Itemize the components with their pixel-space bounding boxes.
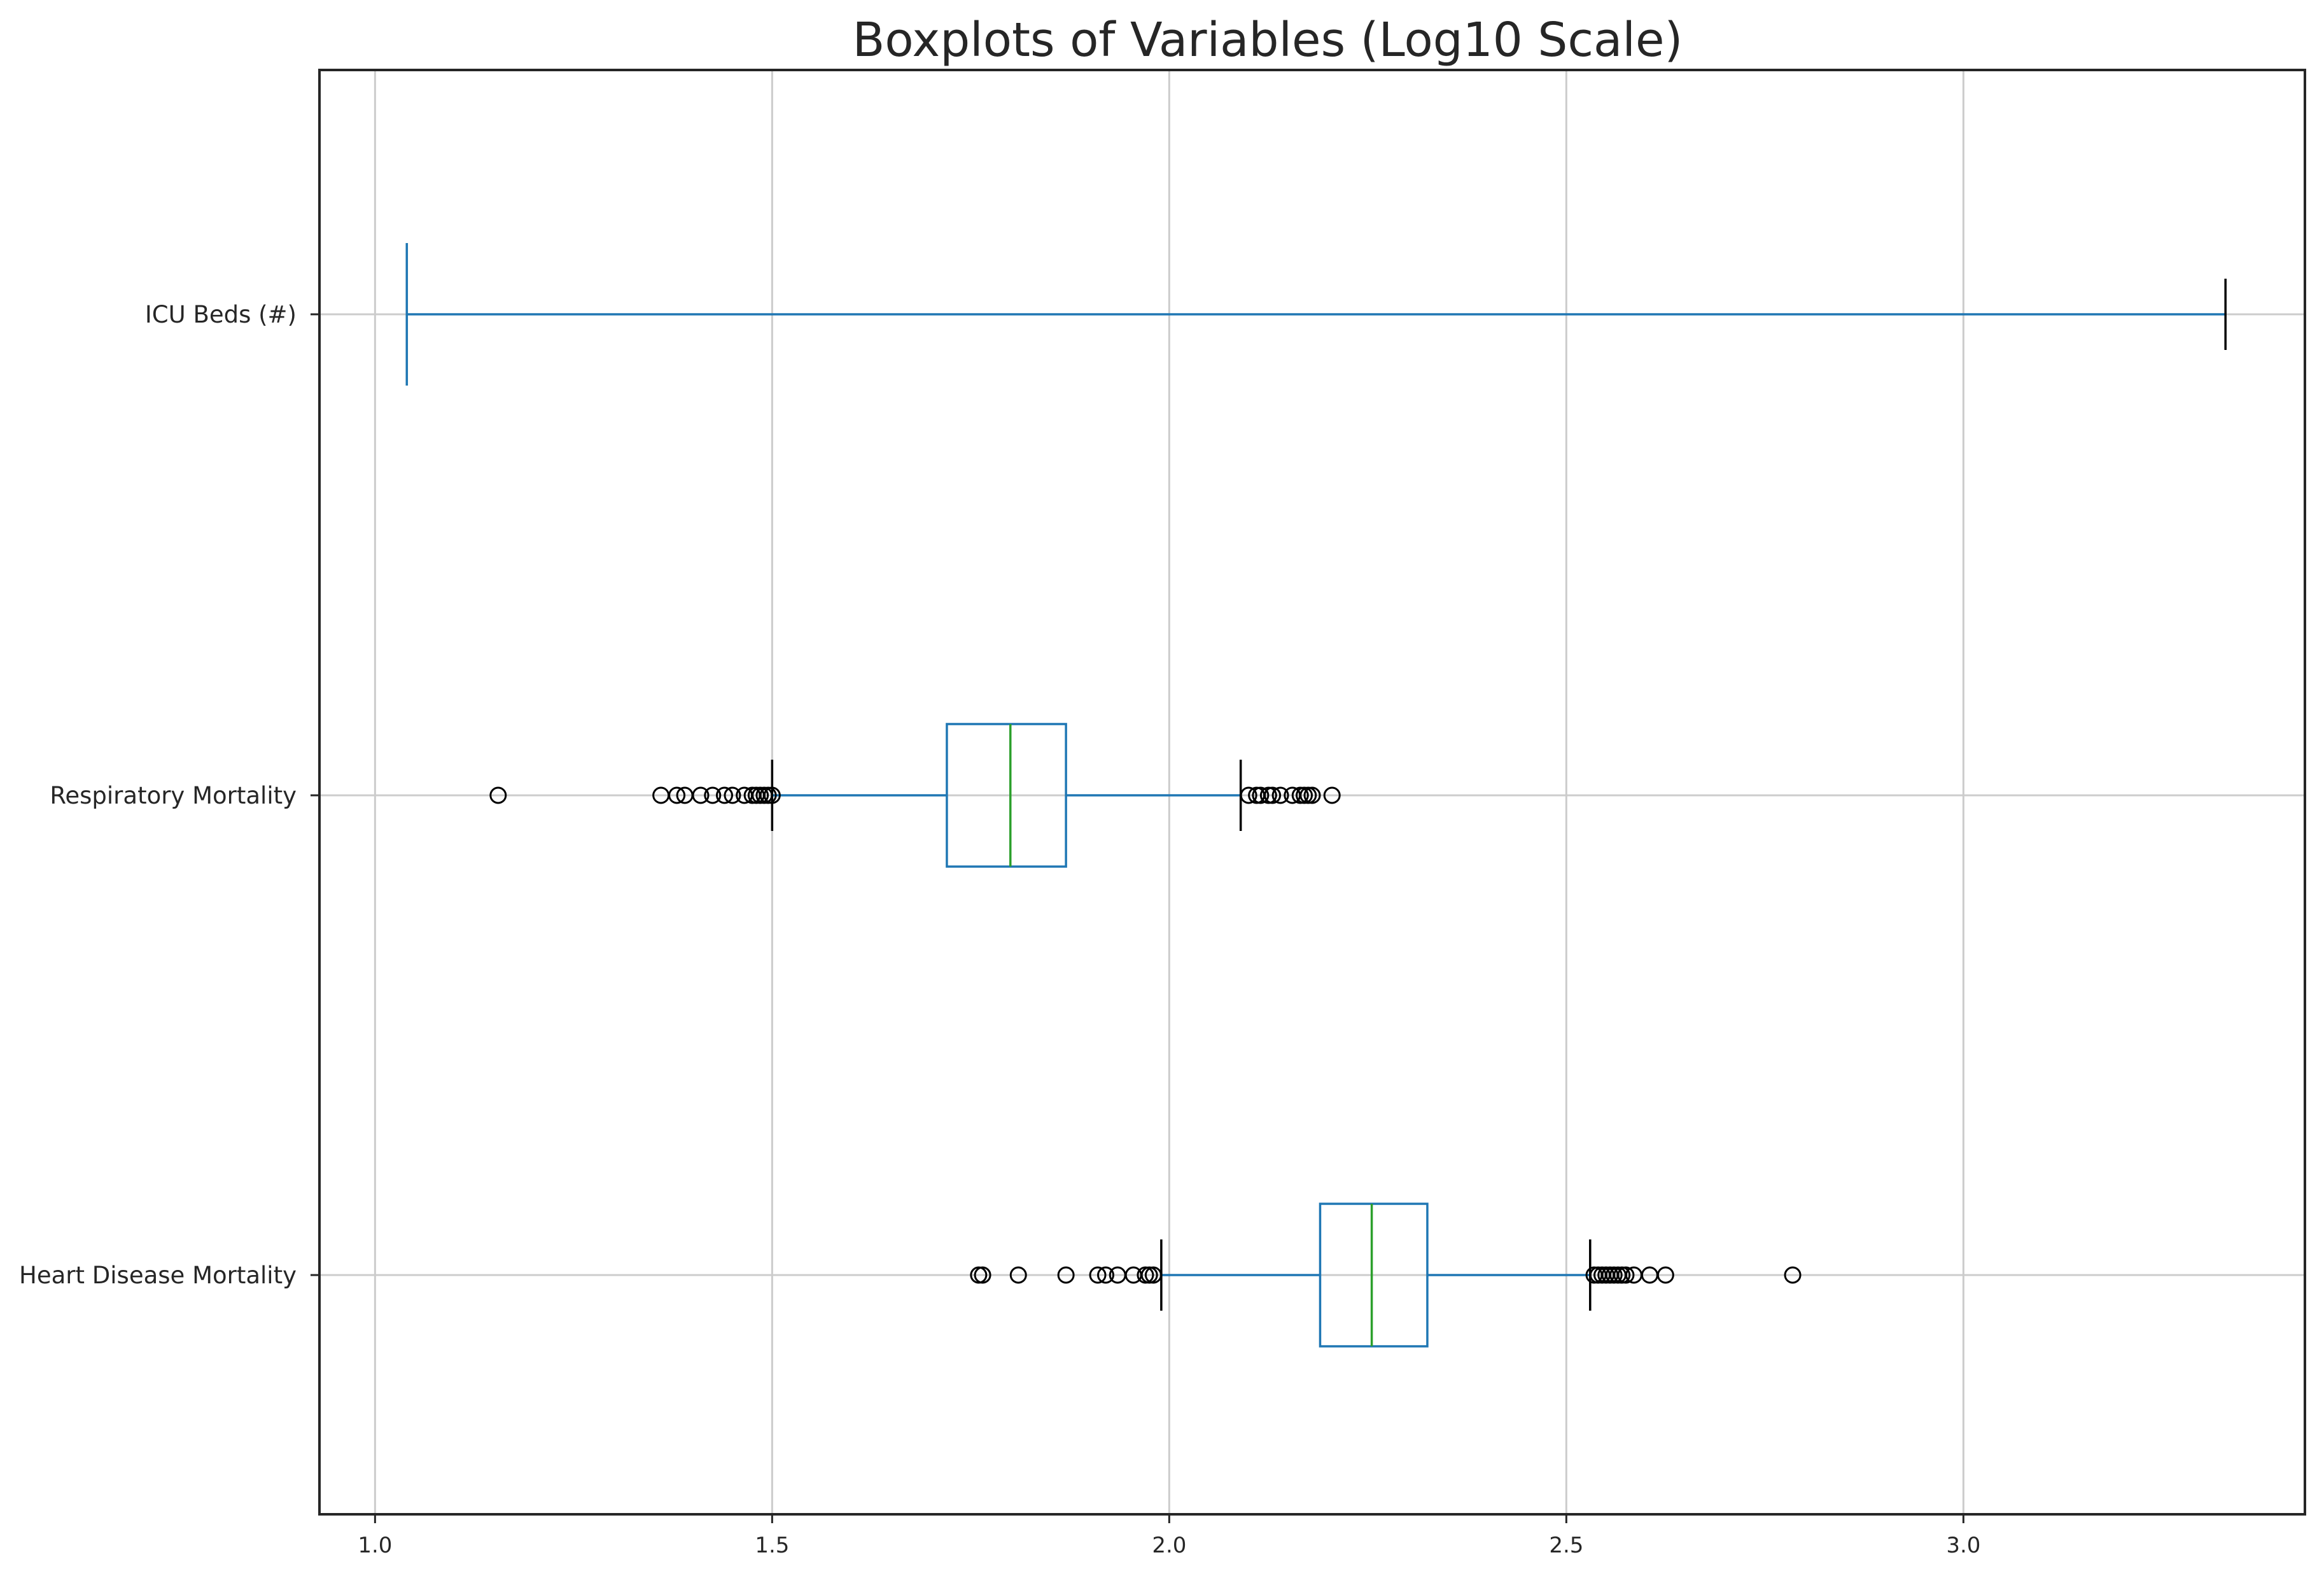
flier-point [1605,1266,1623,1284]
boxplot-group [970,1203,1802,1348]
x-tick-label: 3.0 [1946,1533,1980,1558]
chart-title: Boxplots of Variables (Log10 Scale) [853,13,1683,67]
flier-point [1784,1266,1802,1284]
flier-point [1613,1266,1631,1284]
flier-point [489,786,507,804]
flier-point [1291,786,1309,804]
category-label: Respiratory Mortality [50,782,297,809]
flier-point [1299,786,1317,804]
flier-point [1089,1266,1107,1284]
box-layer [405,243,2227,1348]
flier-point [1140,1266,1158,1284]
flier-point [1259,786,1277,804]
flier-point [692,786,710,804]
flier-point [1252,786,1270,804]
flier-point [704,786,722,804]
flier-point [1323,786,1341,804]
axis-layer: 1.0 1.5 2.0 2.5 3.0 ICU Beds (#) Respiratory M… [19,301,1980,1558]
flier-point [1617,1266,1635,1284]
x-tick-label: 2.0 [1152,1533,1186,1558]
flier-point [1264,786,1282,804]
flier-point [759,786,777,804]
boxplot-group [489,723,1341,868]
x-tick-label: 1.5 [755,1533,789,1558]
iqr-box [946,723,1067,868]
flier-point [715,786,733,804]
iqr-box [1319,1203,1429,1348]
category-label: ICU Beds (#) [145,301,297,328]
flier-point [1057,1266,1075,1284]
flier-point [1009,1266,1027,1284]
flier-point [1144,1266,1162,1284]
flier-point [970,1266,988,1284]
flier-point [724,786,741,804]
flier-point [974,1266,991,1284]
flier-point [1271,786,1289,804]
flier-point [1303,786,1321,804]
flier-point [1240,786,1257,804]
flier-point [763,786,781,804]
flier-point [1137,1266,1154,1284]
x-tick-label: 1.0 [358,1533,392,1558]
flier-point [668,786,686,804]
flier-point [752,786,769,804]
flier-point [1296,786,1313,804]
flier-point [1656,1266,1674,1284]
plot-frame [318,69,2306,1516]
flier-point [1097,1266,1115,1284]
flier-point [755,786,773,804]
boxplot-group [405,243,2227,386]
category-label: Heart Disease Mortality [19,1262,297,1289]
x-tick-label: 2.5 [1549,1533,1583,1558]
